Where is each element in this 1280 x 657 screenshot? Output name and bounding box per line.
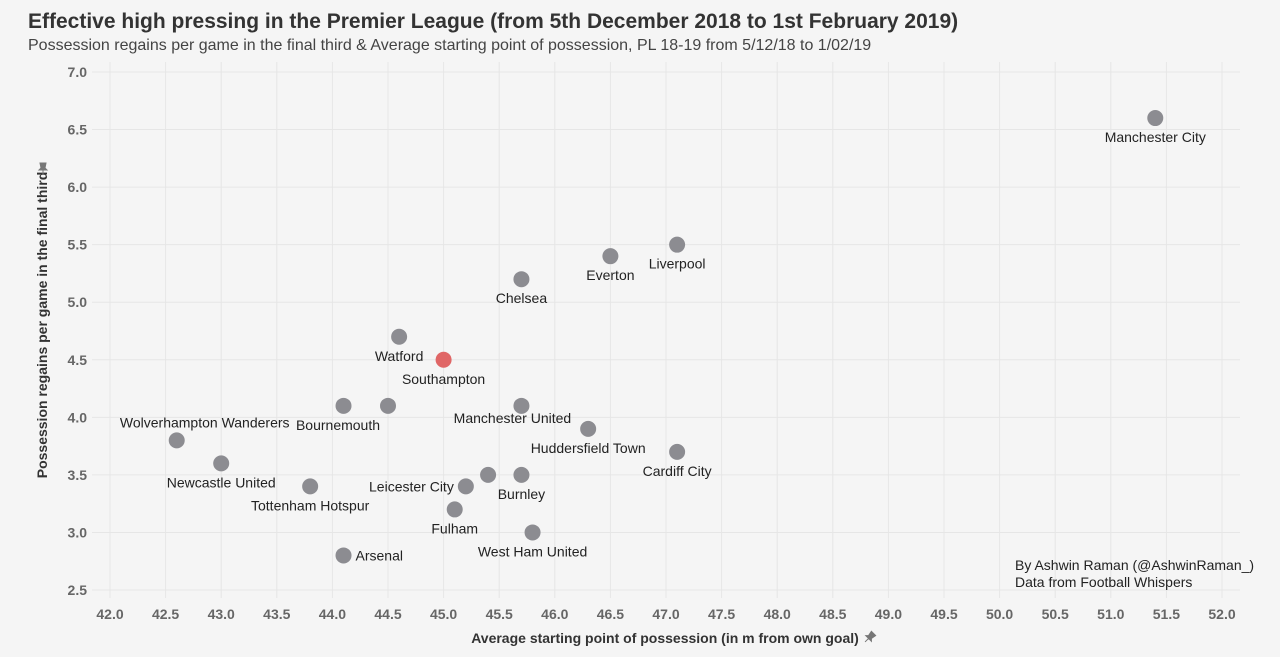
point-label: Manchester City <box>1105 129 1206 145</box>
y-tick-label: 3.5 <box>68 467 88 483</box>
data-point <box>513 397 530 414</box>
point-label: Tottenham Hotspur <box>251 497 370 513</box>
x-tick-label: 43.0 <box>208 606 235 622</box>
point-label: Wolverhampton Wanderers <box>120 414 290 430</box>
y-tick-label: 6.5 <box>68 122 88 138</box>
x-tick-label: 50.0 <box>986 606 1013 622</box>
x-tick-label: 47.5 <box>708 606 735 622</box>
x-tick-label: 42.5 <box>152 606 179 622</box>
data-source-credit: Data from Football Whispers <box>1015 574 1193 590</box>
data-point <box>669 236 686 253</box>
point-label: Manchester United <box>454 410 572 426</box>
data-point <box>391 328 408 345</box>
point-label: Bournemouth <box>296 417 380 433</box>
data-point <box>669 443 686 460</box>
point-labels: Manchester City Liverpool Everton Chelsea Wa… <box>120 129 1206 563</box>
y-tick-label: 7.0 <box>68 64 88 80</box>
credits: By Ashwin Raman (@AshwinRaman_) Data fro… <box>1015 557 1254 591</box>
data-point <box>480 466 497 483</box>
x-tick-label: 44.5 <box>374 606 401 622</box>
x-tick-label: 49.0 <box>875 606 902 622</box>
y-tick-label: 2.5 <box>68 582 88 598</box>
data-point <box>335 547 352 564</box>
data-point <box>335 397 352 414</box>
data-point <box>446 501 463 518</box>
pin-icon <box>37 162 49 175</box>
data-point <box>1147 110 1164 127</box>
point-label: Chelsea <box>496 290 548 306</box>
x-tick-label: 51.0 <box>1097 606 1124 622</box>
point-label: Leicester City <box>369 478 454 494</box>
point-label: Fulham <box>431 520 478 536</box>
data-point <box>457 478 474 495</box>
x-tick-label: 46.0 <box>541 606 568 622</box>
data-point <box>213 455 230 472</box>
x-tick-label: 43.5 <box>263 606 290 622</box>
x-tick-label: 45.5 <box>486 606 513 622</box>
pin-icon <box>864 630 877 643</box>
point-label: Arsenal <box>356 547 403 563</box>
x-tick-label: 48.0 <box>764 606 791 622</box>
x-tick-label: 49.5 <box>930 606 957 622</box>
data-points <box>168 110 1164 564</box>
point-label: Cardiff City <box>643 463 712 479</box>
data-point <box>302 478 319 495</box>
x-tick-label: 46.5 <box>597 606 624 622</box>
grid-lines <box>92 62 1240 598</box>
point-label: Watford <box>375 348 424 364</box>
data-point <box>602 248 619 265</box>
point-label: Liverpool <box>649 256 706 272</box>
y-tick-label: 3.0 <box>68 524 88 540</box>
y-tick-label: 4.5 <box>68 352 88 368</box>
y-axis-title: Possession regains per game in the final… <box>34 172 50 479</box>
x-tick-label: 50.5 <box>1042 606 1069 622</box>
point-label: West Ham United <box>478 543 587 559</box>
data-point <box>435 351 452 368</box>
data-point <box>580 420 597 437</box>
point-label: Newcastle United <box>167 474 276 490</box>
author-credit: By Ashwin Raman (@AshwinRaman_) <box>1015 557 1255 573</box>
y-tick-label: 6.0 <box>68 179 88 195</box>
data-point <box>513 271 530 288</box>
point-label: Burnley <box>498 486 545 502</box>
x-tick-label: 47.0 <box>652 606 679 622</box>
x-axis-title-group: Average starting point of possession (in… <box>471 630 877 646</box>
y-tick-label: 5.5 <box>68 237 88 253</box>
x-tick-label: 52.0 <box>1208 606 1235 622</box>
data-point <box>168 432 185 449</box>
point-label: Huddersfield Town <box>531 440 646 456</box>
chart-subtitle: Possession regains per game in the final… <box>28 37 872 54</box>
x-axis-title: Average starting point of possession (in… <box>471 630 859 646</box>
point-label: Everton <box>586 267 634 283</box>
y-tick-label: 4.0 <box>68 409 88 425</box>
point-label: Southampton <box>402 371 485 387</box>
x-tick-label: 48.5 <box>819 606 846 622</box>
data-point <box>380 397 396 414</box>
y-tick-label: 5.0 <box>68 294 88 310</box>
x-tick-label: 45.0 <box>430 606 457 622</box>
x-tick-label: 51.5 <box>1153 606 1180 622</box>
data-point <box>524 524 541 541</box>
x-axis-ticks: 42.0 42.5 43.0 43.5 44.0 44.5 45.0 45.5 46.0 46.5… <box>96 606 1235 622</box>
x-tick-label: 42.0 <box>96 606 123 622</box>
y-axis-ticks: 2.5 3.0 3.5 4.0 4.5 5.0 5.5 6.0 6.5 7.0 <box>68 64 88 598</box>
chart-title: Effective high pressing in the Premier L… <box>28 10 959 33</box>
y-axis-title-group: Possession regains per game in the final… <box>34 162 50 479</box>
x-tick-label: 44.0 <box>319 606 346 622</box>
data-point <box>513 466 530 483</box>
